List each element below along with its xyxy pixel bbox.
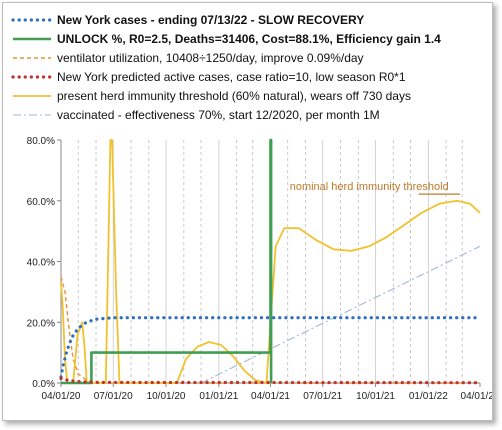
x-tick-label: 04/01/21: [251, 391, 290, 402]
series-line-4: [60, 139, 481, 384]
y-tick-label: 60.0%: [27, 197, 55, 208]
chart-svg: New York cases - ending 07/13/22 - SLOW …: [11, 13, 500, 402]
legend-label-0: New York cases - ending 07/13/22 - SLOW …: [57, 13, 364, 27]
x-tick-label: 01/01/21: [199, 391, 238, 402]
x-tick-label: 10/01/20: [147, 391, 186, 402]
x-tick-label: 07/01/21: [303, 391, 342, 402]
series-line-0: [59, 316, 482, 379]
legend-label-1: UNLOCK %, R0=2.5, Deaths=31406, Cost=88.…: [57, 32, 441, 46]
annotation-label: nominal herd immunity threshold: [290, 181, 449, 193]
x-tick-label: 04/01/20: [42, 391, 81, 402]
x-tick-label: 07/01/20: [94, 391, 133, 402]
legend: New York cases - ending 07/13/22 - SLOW …: [11, 13, 441, 122]
x-tick-label: 01/01/22: [409, 391, 448, 402]
y-tick-label: 0.0%: [32, 379, 55, 390]
series-line-5: [200, 245, 481, 384]
legend-label-2: ventilator utilization, 10408÷1250/day, …: [57, 51, 364, 65]
legend-label-4: present herd immunity threshold (60% nat…: [57, 89, 411, 103]
x-tick-label: 10/01/21: [356, 391, 395, 402]
legend-label-3: New York predicted active cases, case ra…: [57, 70, 406, 84]
series-line-2: [60, 276, 480, 384]
y-tick-label: 20.0%: [27, 318, 55, 329]
y-tick-label: 80.0%: [27, 136, 55, 147]
chart-frame: New York cases - ending 07/13/22 - SLOW …: [2, 2, 500, 421]
legend-label-5: vaccinated - effectiveness 70%, start 12…: [57, 108, 380, 122]
plot-area: 0.0% 20.0% 40.0% 60.0% 80.0% 04/01/20 07/01/20…: [27, 136, 500, 402]
series-line-3: [59, 376, 482, 385]
x-tick-label: 04/01/22: [461, 391, 492, 402]
y-tick-label: 40.0%: [27, 258, 55, 269]
